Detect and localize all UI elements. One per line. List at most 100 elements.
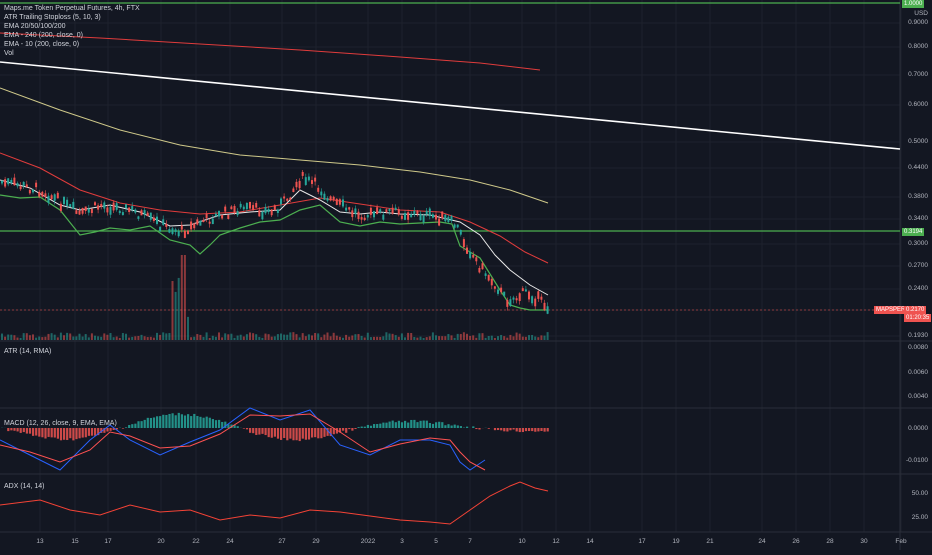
candle-body <box>342 199 344 206</box>
volume-bar <box>482 333 484 340</box>
volume-bar <box>513 336 515 340</box>
candle-body <box>370 208 372 215</box>
candle-body <box>181 225 183 229</box>
volume-bar <box>243 337 245 340</box>
volume-bar <box>212 336 214 340</box>
macd-histogram-bar <box>162 415 164 428</box>
macd-histogram-bar <box>168 414 170 428</box>
candle-body <box>17 183 19 186</box>
volume-bar <box>423 338 425 340</box>
candle-body <box>537 291 539 299</box>
macd-histogram-bar <box>354 428 356 429</box>
chart-title[interactable]: Maps.me Token Perpetual Futures, 4h, FTX <box>4 4 140 13</box>
adx-label[interactable]: ADX (14, 14) <box>4 483 44 490</box>
candle-body <box>361 217 363 220</box>
time-tick: 26 <box>792 538 799 545</box>
time-tick: 7 <box>468 538 472 545</box>
macd-histogram-bar <box>454 425 456 428</box>
candle-body <box>243 207 245 210</box>
volume-bar <box>172 281 174 340</box>
volume-bar <box>165 333 167 340</box>
time-tick: 19 <box>672 538 679 545</box>
adx-pane <box>0 482 548 524</box>
candle-body <box>472 255 474 258</box>
macd-histogram-bar <box>392 421 394 428</box>
candle-body <box>66 200 68 206</box>
candle-body <box>35 183 37 187</box>
time-tick: 24 <box>226 538 233 545</box>
volume-bar <box>336 336 338 340</box>
macd-histogram-bar <box>286 428 288 440</box>
volume-bar <box>382 336 384 340</box>
macd-histogram-bar <box>94 428 96 436</box>
volume-bar <box>280 334 282 340</box>
candle-body <box>289 198 291 200</box>
volume-bar <box>240 335 242 340</box>
volume-bar <box>277 334 279 340</box>
candle-body <box>265 207 267 213</box>
volume-bar <box>249 332 251 340</box>
macd-histogram-bar <box>271 428 273 438</box>
volume-bar <box>485 338 487 340</box>
volume-bar <box>23 333 25 340</box>
candle-body <box>227 215 229 219</box>
time-tick: 2022 <box>361 538 375 545</box>
candle-body <box>432 214 434 218</box>
time-tick: 22 <box>192 538 199 545</box>
candle-body <box>454 224 456 227</box>
volume-bar <box>20 338 22 340</box>
legend-item-volume[interactable]: Vol <box>4 49 140 58</box>
legend-item-ema-240[interactable]: EMA - 240 (200, close, 0) <box>4 31 140 40</box>
legend-item-atr-stop[interactable]: ATR Trailing Stoploss (5, 10, 3) <box>4 13 140 22</box>
macd-histogram-bar <box>358 427 360 428</box>
volume-bar <box>494 338 496 340</box>
volume-bar <box>451 335 453 340</box>
volume-bar <box>351 335 353 340</box>
macd-histogram-bar <box>534 428 536 432</box>
candle-body <box>91 209 93 213</box>
candle-body <box>187 231 189 234</box>
candle-body <box>395 208 397 210</box>
candle-body <box>423 216 425 223</box>
volume-bar <box>153 338 155 340</box>
candle-body <box>364 218 366 220</box>
atr-label[interactable]: ATR (14, RMA) <box>4 348 51 355</box>
macd-histogram-bar <box>373 424 375 428</box>
candle-body <box>230 206 232 209</box>
volume-bar <box>457 334 459 340</box>
volume-bar <box>54 335 56 340</box>
candle-body <box>534 299 536 307</box>
price-tick: 0.1930 <box>888 332 928 339</box>
macd-histogram-bar <box>370 426 372 428</box>
legend-item-ema-ribbon[interactable]: EMA 20/50/100/200 <box>4 22 140 31</box>
macd-histogram-bar <box>215 420 217 428</box>
candle-body <box>392 208 394 214</box>
macd-histogram-bar <box>137 421 139 428</box>
macd-histogram-bar <box>395 422 397 428</box>
macd-histogram-bar <box>506 428 508 432</box>
macd-histogram-bar <box>503 428 505 431</box>
volume-bar <box>531 335 533 340</box>
candle-body <box>528 292 530 300</box>
macd-histogram-bar <box>66 428 68 440</box>
candle-body <box>240 204 242 208</box>
macd-histogram-bar <box>252 428 254 433</box>
volume-bar <box>348 337 350 340</box>
candle-body <box>203 220 205 222</box>
volume-bar <box>175 292 177 340</box>
volume-bar <box>144 336 146 340</box>
legend-item-ema-10[interactable]: EMA - 10 (200, close, 0) <box>4 40 140 49</box>
volume-bar <box>398 337 400 340</box>
volume-bar <box>271 337 273 340</box>
macd-histogram-bar <box>314 428 316 437</box>
level-badge-top: 1.0000 <box>902 0 924 8</box>
macd-label[interactable]: MACD (12, 26, close, 9, EMA, EMA) <box>4 420 117 427</box>
volume-bar <box>94 336 96 340</box>
volume-bar <box>389 334 391 340</box>
macd-histogram-bar <box>376 424 378 428</box>
volume-bar <box>358 334 360 340</box>
candle-body <box>333 197 335 200</box>
candle-body <box>209 222 211 224</box>
